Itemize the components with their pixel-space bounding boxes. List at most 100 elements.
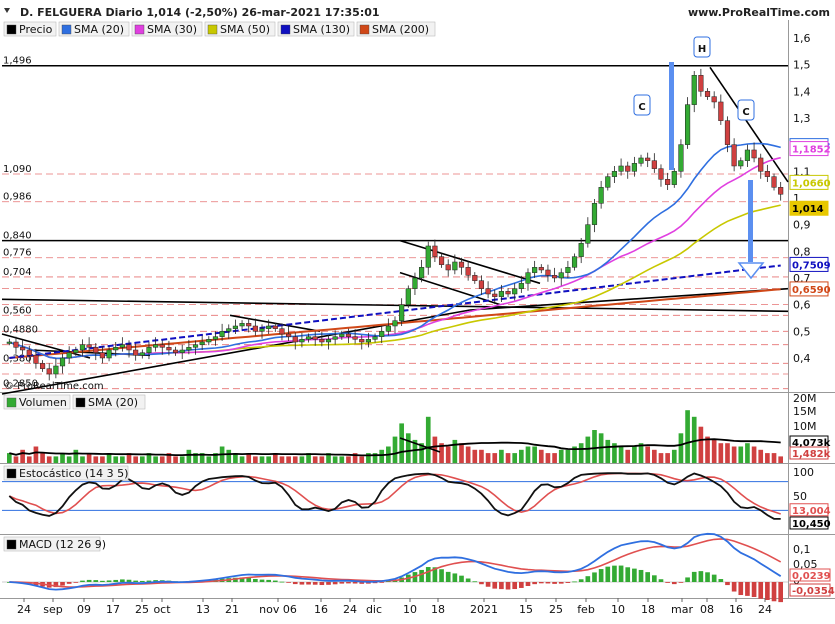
macd-histogram-bar (253, 578, 258, 582)
value-tag (789, 256, 829, 272)
collapse-icon[interactable] (4, 8, 10, 17)
legend-swatch (6, 24, 17, 35)
volume-bar (86, 453, 92, 463)
volume-bar (552, 453, 557, 463)
value-tag-label: 4,073k (792, 438, 831, 449)
value-tag-label: 13,004 (792, 506, 831, 517)
trend-line (399, 239, 541, 285)
candle-body (139, 352, 145, 356)
candle-body (286, 333, 292, 337)
candle-body (758, 157, 764, 172)
volume-bar (73, 449, 79, 463)
site-label[interactable]: www.ProRealTime.com (688, 6, 830, 19)
value-tag (789, 200, 829, 216)
macd-histogram-bar (459, 575, 464, 582)
macd-histogram-bar (778, 582, 784, 603)
x-tick-label: 10 (611, 603, 625, 616)
y-tick-label: 1,5 (793, 59, 811, 72)
macd-histogram-bar (445, 571, 451, 582)
macd-histogram-bar (505, 582, 511, 590)
candle-body (631, 163, 637, 172)
value-tag (789, 141, 829, 157)
volume-bar (26, 456, 32, 463)
macd-histogram-bar (731, 582, 737, 592)
macd-histogram-bar (671, 582, 677, 585)
candle-body (153, 344, 159, 348)
volume-bar (80, 456, 85, 463)
x-tick-label: nov 06 (259, 603, 297, 616)
candle-body (292, 336, 298, 343)
candle-body (545, 269, 551, 276)
volume-bar (691, 416, 697, 463)
volume-bar (60, 453, 65, 463)
macd-histogram-bar (472, 581, 478, 583)
macd-histogram-bar (100, 580, 105, 582)
macd-histogram-bar (558, 582, 564, 584)
candle-body (192, 344, 199, 348)
level-label: 1,090 (3, 164, 32, 175)
macd-histogram-bar (485, 582, 491, 587)
volume-bar (100, 456, 105, 463)
candle-body (206, 339, 212, 343)
volume-bar (479, 449, 484, 463)
x-tick-label: oct (153, 603, 171, 616)
legend-box (277, 21, 355, 37)
macd-histogram-bar (525, 582, 531, 586)
y-tick-label: 100 (793, 466, 814, 479)
candle-body (405, 288, 411, 305)
volume-bar (605, 439, 611, 463)
volume-bar (618, 446, 624, 463)
value-tag-label: 1,0660 (792, 178, 831, 189)
candle-body (239, 323, 245, 327)
legend-item: SMA (20) (88, 396, 138, 409)
candle-body (93, 347, 99, 353)
macd-histogram-bar (53, 582, 59, 588)
volume-bar (339, 456, 345, 463)
candle-body (445, 264, 451, 271)
candle-body (691, 75, 697, 105)
macd-histogram-bar (552, 582, 557, 584)
legend-item: SMA (50) (220, 23, 270, 36)
volume-bar (425, 416, 431, 463)
candle-body (518, 283, 524, 289)
x-tick-label: 25 (135, 603, 149, 616)
macd-histogram-bar (705, 572, 710, 582)
candle-body (698, 75, 704, 92)
macd-histogram-bar (66, 582, 72, 584)
volume-bar (625, 449, 631, 463)
candle-body (226, 328, 232, 332)
macd-histogram-bar (339, 582, 345, 584)
value-tag-label: 0,0239 (792, 571, 831, 582)
candle-body (651, 160, 657, 169)
candle-body (39, 363, 46, 369)
volume-bar (592, 430, 597, 463)
level-label: 0,2850 (3, 379, 38, 390)
x-tick-label: 08 (700, 603, 714, 616)
trend-line (469, 287, 789, 311)
macd-histogram-bar (658, 579, 664, 582)
volume-bar (718, 443, 724, 463)
macd-histogram-bar (545, 582, 551, 584)
volume-bar (572, 446, 577, 463)
candle-body (472, 275, 478, 281)
candle-body (512, 288, 518, 295)
candle-body (79, 344, 86, 351)
macd-histogram-bar (538, 582, 544, 584)
volume-bar (153, 456, 158, 463)
volume-bar (319, 456, 325, 463)
volume-bar (199, 453, 205, 463)
x-tick-label: feb (577, 603, 595, 616)
candle-body (106, 349, 112, 359)
candle-body (172, 349, 179, 353)
candle-body (552, 275, 558, 279)
y-tick-label: 0,05 (793, 558, 818, 571)
volume-bar (139, 456, 145, 463)
macd-histogram-bar (578, 579, 584, 582)
candle-body (419, 267, 425, 279)
candle-body (246, 323, 252, 327)
volume-bar (459, 443, 464, 463)
volume-bar (678, 433, 684, 463)
header: D. FELGUERA Diario 1,014 (-2,50%) 26-mar… (4, 6, 830, 19)
volume-bar (412, 439, 418, 463)
